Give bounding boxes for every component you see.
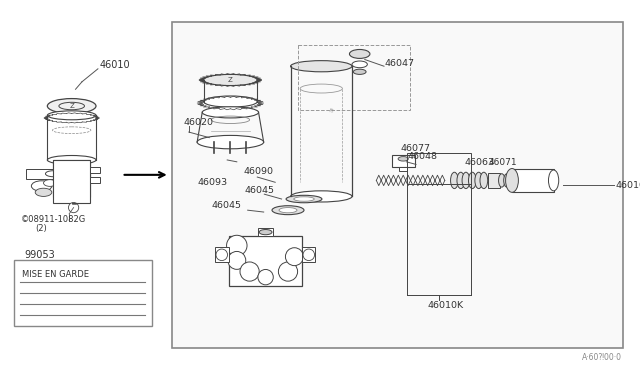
Circle shape [228,251,246,269]
Ellipse shape [353,69,366,74]
Bar [399,167,407,171]
Ellipse shape [291,61,352,72]
Ellipse shape [349,49,370,58]
Ellipse shape [352,61,367,68]
Text: 46010K: 46010K [428,301,463,310]
Bar [53,160,90,203]
Ellipse shape [204,74,257,86]
Ellipse shape [47,155,96,164]
Text: 99053: 99053 [24,250,55,260]
Ellipse shape [259,230,272,235]
Bar [488,173,500,188]
Circle shape [258,269,273,285]
Ellipse shape [286,195,322,203]
Ellipse shape [35,188,52,196]
Ellipse shape [457,172,465,189]
Circle shape [285,248,303,266]
Text: 46090: 46090 [244,167,274,176]
Ellipse shape [47,111,96,120]
Bar [258,228,273,236]
Bar [14,260,152,326]
Ellipse shape [197,135,264,149]
Ellipse shape [506,169,518,192]
Circle shape [216,249,228,260]
Bar [298,45,410,110]
Text: (2): (2) [36,224,47,233]
Ellipse shape [291,191,352,202]
Ellipse shape [31,181,52,191]
Bar [53,160,90,197]
Text: 46048: 46048 [407,153,437,161]
Bar [90,177,100,183]
Text: 46020: 46020 [184,118,214,127]
Ellipse shape [45,171,61,177]
Text: 46063: 46063 [465,158,495,167]
Bar [26,169,53,179]
Ellipse shape [272,206,304,215]
Ellipse shape [279,208,297,213]
Text: 46010: 46010 [99,60,130,70]
Ellipse shape [202,107,259,118]
Ellipse shape [548,170,559,191]
Ellipse shape [475,172,483,189]
Ellipse shape [468,172,476,189]
Ellipse shape [499,174,505,187]
Bar [90,167,100,173]
Ellipse shape [294,197,314,201]
Bar [512,169,554,192]
Circle shape [68,202,79,213]
Bar [214,247,228,262]
Text: ©08911-1082G: ©08911-1082G [20,215,86,224]
Text: FI: FI [328,108,334,114]
Text: 46045: 46045 [211,201,241,210]
Circle shape [227,235,247,256]
Text: 46071: 46071 [488,158,517,167]
Text: 46047: 46047 [385,59,415,68]
Bar [407,153,471,184]
Ellipse shape [480,172,488,189]
Ellipse shape [504,174,510,187]
Text: 46077: 46077 [401,144,431,153]
Bar [302,247,315,262]
Bar [172,22,623,348]
Text: Z: Z [69,103,74,109]
Bar [392,155,415,167]
Ellipse shape [204,96,257,107]
Ellipse shape [44,180,56,186]
Ellipse shape [47,99,96,113]
Bar [229,236,302,286]
Circle shape [278,262,298,281]
Text: MISE EN GARDE: MISE EN GARDE [22,270,89,279]
Text: 46093: 46093 [197,178,227,187]
Text: Z: Z [228,77,233,83]
Text: A·60⁈00·0: A·60⁈00·0 [582,353,622,362]
Circle shape [240,262,259,281]
Text: 46045: 46045 [244,186,275,195]
Ellipse shape [398,157,408,161]
Circle shape [303,249,315,260]
Ellipse shape [451,172,458,189]
Ellipse shape [462,172,470,189]
Text: 46010: 46010 [616,181,640,190]
